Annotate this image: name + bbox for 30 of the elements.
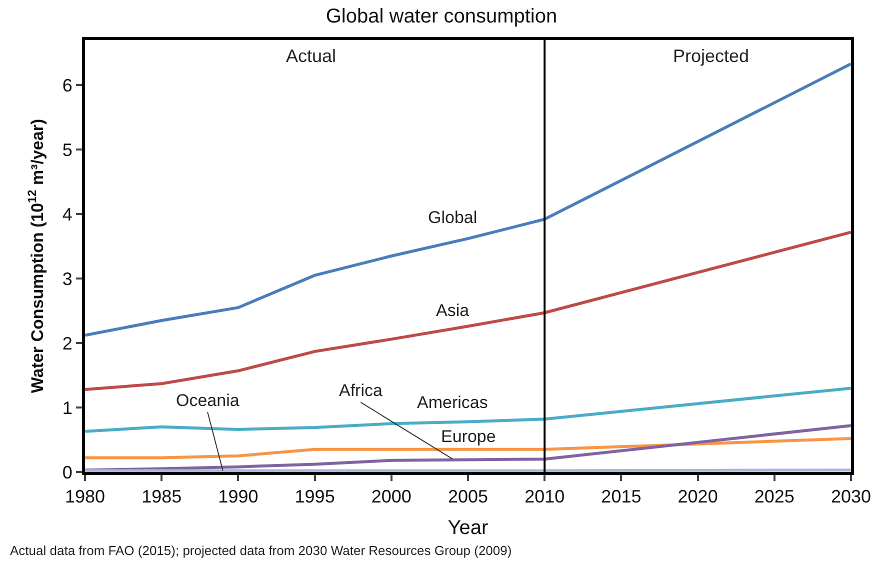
text: Actual data from FAO (2015); projected data from 2030 Water Resources Group (2009) — [10, 543, 512, 558]
chart-title: Global water consumption — [326, 6, 558, 28]
x-tick-label: 1985 — [142, 486, 182, 507]
x-axis-title: Year — [448, 517, 489, 540]
annotation: Actual — [286, 46, 336, 66]
x-tick-label: 1995 — [294, 486, 335, 507]
series-label: Americas — [417, 393, 488, 412]
series-label: Europe — [441, 427, 496, 446]
y-tick-label: 4 — [62, 204, 72, 224]
series-label: Asia — [436, 301, 470, 320]
y-tick-label: 2 — [62, 333, 72, 354]
x-tick-label: 1990 — [218, 486, 258, 507]
text: Oceania — [176, 391, 240, 410]
y-tick-label: 5 — [62, 140, 72, 160]
x-tick-label: 2015 — [601, 486, 642, 507]
y-tick-label: 6 — [62, 75, 72, 96]
series-label: Global — [428, 208, 478, 227]
annotation: Projected — [673, 46, 750, 66]
x-tick-label: 2000 — [371, 486, 412, 507]
x-tick-label: 2005 — [448, 486, 488, 507]
line-series — [85, 424, 851, 472]
y-tick-label: 1 — [62, 398, 72, 418]
x-tick-label: 2020 — [678, 486, 718, 507]
y-tick-label: 0 — [62, 462, 72, 482]
x-tick-label: 2010 — [524, 486, 565, 507]
y-tick-label: 3 — [62, 268, 72, 289]
x-tick-label: 2030 — [830, 486, 872, 507]
x-tick-label: 2025 — [754, 486, 794, 507]
x-tick-label: 1980 — [64, 486, 106, 507]
text: Africa — [339, 381, 383, 400]
